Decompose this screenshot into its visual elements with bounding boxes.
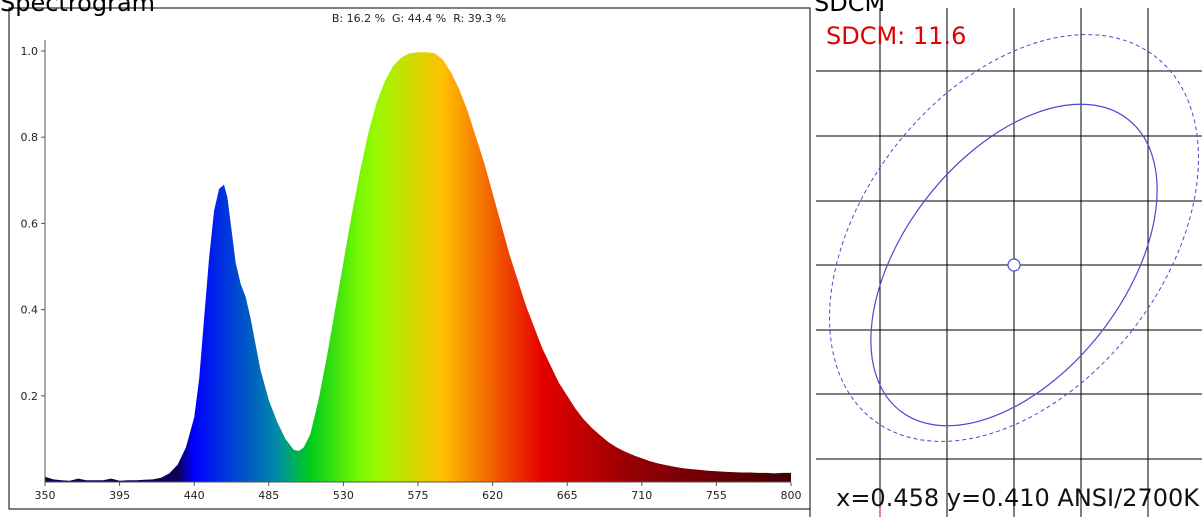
y-tick-label: 0.6	[21, 217, 39, 230]
sdcm-title: SDCM	[814, 0, 886, 17]
sdcm-inner-ellipse	[870, 103, 1158, 427]
y-tick-label: 0.4	[21, 304, 39, 317]
target-point-marker	[1007, 258, 1021, 272]
y-tick-label: 0.8	[21, 131, 39, 144]
x-tick-label: 530	[333, 489, 354, 502]
sdcm-outer-ellipse	[829, 34, 1199, 442]
y-tick-label: 1.0	[21, 45, 39, 58]
spectrum-area	[45, 52, 791, 482]
x-tick-label: 350	[35, 489, 56, 502]
chromaticity-coordinates: x=0.458 y=0.410 ANSI/2700K	[836, 484, 1200, 512]
x-tick-label: 440	[184, 489, 205, 502]
x-tick-label: 620	[482, 489, 503, 502]
rgb-ratio-label: B: 16.2 % G: 44.4 % R: 39.3 %	[332, 12, 506, 25]
y-tick-label: 0.2	[21, 390, 39, 403]
x-tick-label: 710	[631, 489, 652, 502]
x-tick-label: 395	[109, 489, 130, 502]
sdcm-value: SDCM: 11.6	[826, 22, 966, 50]
x-tick-label: 485	[258, 489, 279, 502]
x-tick-label: 665	[557, 489, 578, 502]
x-tick-label: 800	[781, 489, 802, 502]
x-tick-label: 575	[408, 489, 429, 502]
x-tick-label: 755	[706, 489, 727, 502]
